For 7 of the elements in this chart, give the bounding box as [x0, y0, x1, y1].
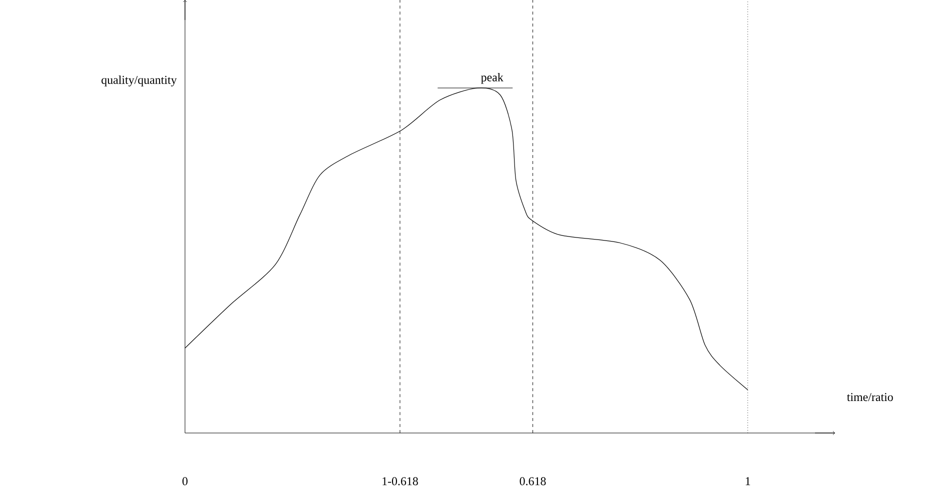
x-tick-label: 0.618 — [520, 477, 546, 486]
x-axis-title: time/ratio — [846, 393, 893, 402]
annotation: peak — [481, 72, 504, 84]
x-tick-label: 1 — [746, 477, 750, 486]
y-axis-title: quality/quantity — [102, 76, 177, 86]
x-tick-label: 0 — [182, 477, 188, 486]
x-tick-label: 1-0.618 — [382, 477, 418, 486]
